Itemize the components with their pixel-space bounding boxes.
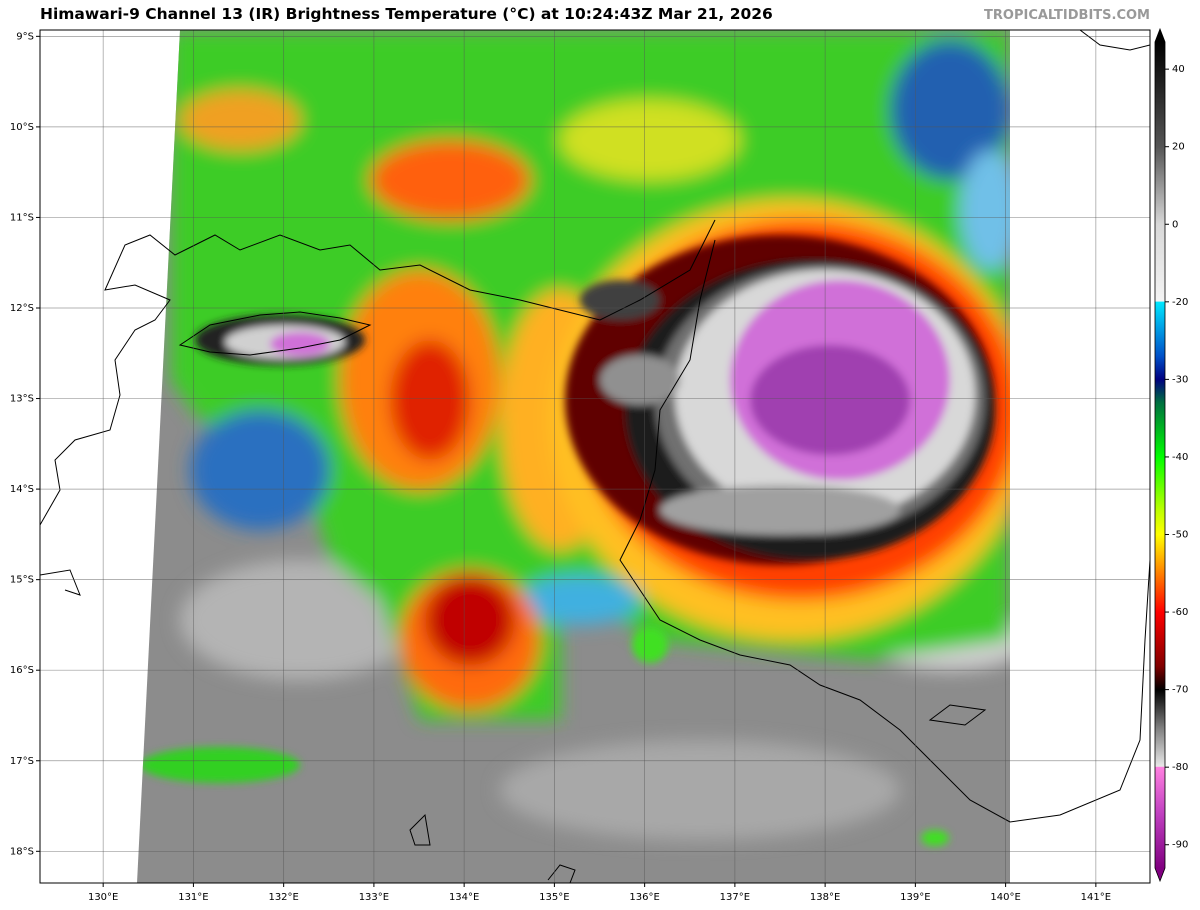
colorbar-tick-label: -90	[1172, 840, 1188, 851]
lon-tick-label: 139°E	[900, 892, 930, 903]
title: Himawari-9 Channel 13 (IR) Brightness Te…	[40, 5, 773, 23]
lon-tick-label: 137°E	[720, 892, 750, 903]
lat-tick-label: 12°S	[10, 303, 34, 314]
colorbar-tick-label: 20	[1172, 142, 1185, 153]
credit: TROPICALTIDBITS.COM	[984, 8, 1150, 23]
lon-tick-label: 134°E	[449, 892, 479, 903]
colorbar-tick-label: -50	[1172, 529, 1188, 540]
colorbar-tick-label: -60	[1172, 607, 1188, 618]
colorbar-tick-label: -80	[1172, 762, 1188, 773]
lat-tick-label: 14°S	[10, 484, 34, 495]
coastlines	[40, 30, 1150, 883]
lat-tick-label: 11°S	[10, 212, 34, 223]
lon-tick-label: 135°E	[539, 892, 569, 903]
lon-tick-label: 130°E	[88, 892, 118, 903]
colorbar-extend-top	[1155, 29, 1165, 42]
colorbar-extend-bottom	[1155, 868, 1165, 881]
lat-tick-label: 10°S	[10, 122, 34, 133]
colorbar-tick-label: 0	[1172, 219, 1178, 230]
lon-tick-label: 133°E	[359, 892, 389, 903]
colorbar-tick-label: -70	[1172, 685, 1188, 696]
lon-tick-label: 136°E	[629, 892, 659, 903]
colorbar-outline	[1154, 27, 1166, 883]
lon-tick-label: 131°E	[178, 892, 208, 903]
colorbar-tick-label: -40	[1172, 452, 1188, 463]
lat-tick-label: 17°S	[10, 756, 34, 767]
lon-tick-label: 140°E	[990, 892, 1020, 903]
colorbar-tick-label: 40	[1172, 64, 1185, 75]
lon-tick-label: 138°E	[810, 892, 840, 903]
lat-tick-label: 16°S	[10, 665, 34, 676]
lon-tick-label: 132°E	[268, 892, 298, 903]
lat-tick-label: 15°S	[10, 575, 34, 586]
lon-tick-label: 141°E	[1081, 892, 1111, 903]
axis-labels: 130°E 131°E 132°E 133°E 134°E 135°E 136°E 137°E…	[10, 31, 1111, 903]
colorbar-body	[1155, 42, 1165, 868]
map-frame	[39, 29, 1151, 884]
graticule	[40, 30, 1150, 883]
lat-tick-label: 9°S	[16, 31, 34, 42]
lat-tick-label: 18°S	[10, 846, 34, 857]
lat-tick-label: 13°S	[10, 394, 34, 405]
colorbar: 40 20 0 -20 -30 -40 -50 -60 -70 -80 -90	[1154, 27, 1188, 883]
satellite-imagery	[137, 30, 1010, 883]
colorbar-tick-label: -20	[1172, 297, 1188, 308]
colorbar-tick-label: -30	[1172, 374, 1188, 385]
